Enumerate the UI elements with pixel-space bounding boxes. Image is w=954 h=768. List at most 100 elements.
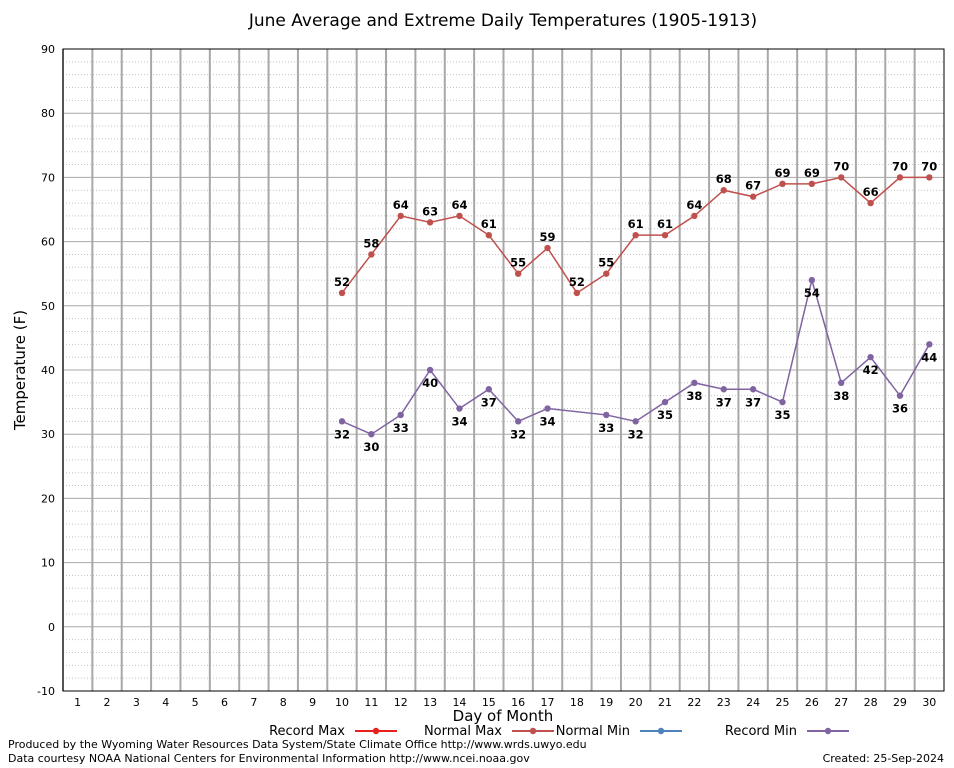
data-label: 33 <box>598 421 614 435</box>
y-axis-ticks: -10 0 10 20 30 40 50 60 70 80 90 <box>37 43 55 698</box>
legend-marker <box>372 727 380 735</box>
data-point <box>426 219 434 226</box>
legend-marker <box>824 727 832 735</box>
data-point <box>397 411 404 419</box>
data-label: 55 <box>510 256 526 270</box>
x-axis-ticks: 1 2 3 4 5 6 7 8 9 10 11 12 13 14 15 16 17 18 19 20 21 22 23 24 2… <box>74 696 936 709</box>
y-tick-label: 80 <box>41 107 55 120</box>
data-label: 36 <box>892 402 908 416</box>
x-tick-label: 7 <box>250 696 257 709</box>
legend-label: Normal Max <box>424 724 502 739</box>
data-point <box>896 392 904 399</box>
data-label: 70 <box>921 159 937 173</box>
x-tick-label: 3 <box>133 696 140 709</box>
x-tick-label: 28 <box>864 696 878 709</box>
y-tick-label: 30 <box>41 428 55 441</box>
x-tick-label: 30 <box>922 696 936 709</box>
legend-marker <box>529 727 537 735</box>
data-point <box>456 212 463 220</box>
data-label: 64 <box>451 198 467 212</box>
legend-label: Record Min <box>725 724 797 739</box>
y-tick-label: 10 <box>41 557 55 570</box>
data-label: 35 <box>657 408 673 422</box>
legend: Record Max Normal Max Normal Min Record Min <box>269 724 849 739</box>
y-tick-label: 70 <box>41 171 55 184</box>
data-point <box>603 270 610 277</box>
x-tick-label: 17 <box>541 696 555 709</box>
data-point <box>691 379 698 387</box>
x-tick-label: 27 <box>834 696 848 709</box>
data-label: 70 <box>833 159 849 173</box>
data-point <box>838 379 845 387</box>
data-point <box>514 418 522 425</box>
x-tick-label: 19 <box>599 696 613 709</box>
y-axis-label: Temperature (F) <box>11 310 29 431</box>
data-point <box>456 405 463 412</box>
data-point <box>397 212 404 220</box>
x-tick-label: 11 <box>364 696 378 709</box>
data-label: 38 <box>833 389 849 403</box>
data-point <box>867 353 874 361</box>
footer-data-courtesy: Data courtesy NOAA National Centers for … <box>8 752 530 765</box>
legend-label: Normal Min <box>556 724 630 739</box>
data-label: 40 <box>422 376 438 390</box>
data-label: 38 <box>686 389 702 403</box>
data-point <box>808 276 816 284</box>
y-tick-label: 90 <box>41 43 55 56</box>
data-label: 32 <box>628 427 644 441</box>
x-tick-label: 26 <box>805 696 819 709</box>
chart-title: June Average and Extreme Daily Temperatu… <box>248 11 757 31</box>
data-label: 61 <box>481 217 497 231</box>
data-point <box>632 418 639 425</box>
x-tick-label: 22 <box>687 696 701 709</box>
footer-created-date: Created: 25-Sep-2024 <box>823 752 944 765</box>
data-label: 37 <box>716 395 732 409</box>
x-tick-label: 29 <box>893 696 907 709</box>
data-point <box>926 341 933 348</box>
data-label: 55 <box>598 256 614 270</box>
data-label: 67 <box>745 179 761 193</box>
x-tick-label: 9 <box>309 696 316 709</box>
data-label: 54 <box>804 286 820 300</box>
x-tick-label: 24 <box>746 696 760 709</box>
data-point <box>867 199 874 207</box>
data-point <box>573 289 581 297</box>
data-point <box>926 174 933 181</box>
x-tick-label: 2 <box>104 696 111 709</box>
data-label: 44 <box>921 350 937 364</box>
data-point <box>338 418 346 425</box>
data-label: 66 <box>863 185 879 199</box>
footer-produced-by: Produced by the Wyoming Water Resources … <box>8 738 587 751</box>
data-point <box>720 386 727 393</box>
x-tick-label: 10 <box>335 696 349 709</box>
data-label: 37 <box>745 395 761 409</box>
data-point <box>749 193 757 200</box>
y-tick-label: -10 <box>37 685 55 698</box>
data-label: 59 <box>540 230 556 244</box>
data-point <box>749 386 757 393</box>
x-tick-label: 18 <box>570 696 584 709</box>
data-label: 58 <box>363 236 379 250</box>
data-label: 34 <box>451 415 467 429</box>
data-label: 32 <box>334 427 350 441</box>
legend-label: Record Max <box>269 724 345 739</box>
data-label: 30 <box>363 440 379 454</box>
data-label: 37 <box>481 395 497 409</box>
data-label: 34 <box>540 415 556 429</box>
data-point <box>544 244 551 252</box>
data-label: 35 <box>774 408 790 422</box>
data-label: 32 <box>510 427 526 441</box>
data-label: 69 <box>804 166 820 180</box>
data-label: 68 <box>716 172 732 186</box>
y-tick-label: 20 <box>41 492 55 505</box>
legend-marker <box>657 727 665 735</box>
data-label: 52 <box>569 275 585 289</box>
data-point <box>338 289 346 297</box>
data-point <box>485 231 493 239</box>
data-label: 64 <box>686 198 702 212</box>
plot-frame <box>62 48 945 692</box>
series: 52 58 64 63 64 61 55 59 52 55 61 61 64 68 67 69 69 70 66 70… <box>334 159 937 454</box>
data-point <box>426 366 434 374</box>
x-tick-label: 20 <box>629 696 643 709</box>
